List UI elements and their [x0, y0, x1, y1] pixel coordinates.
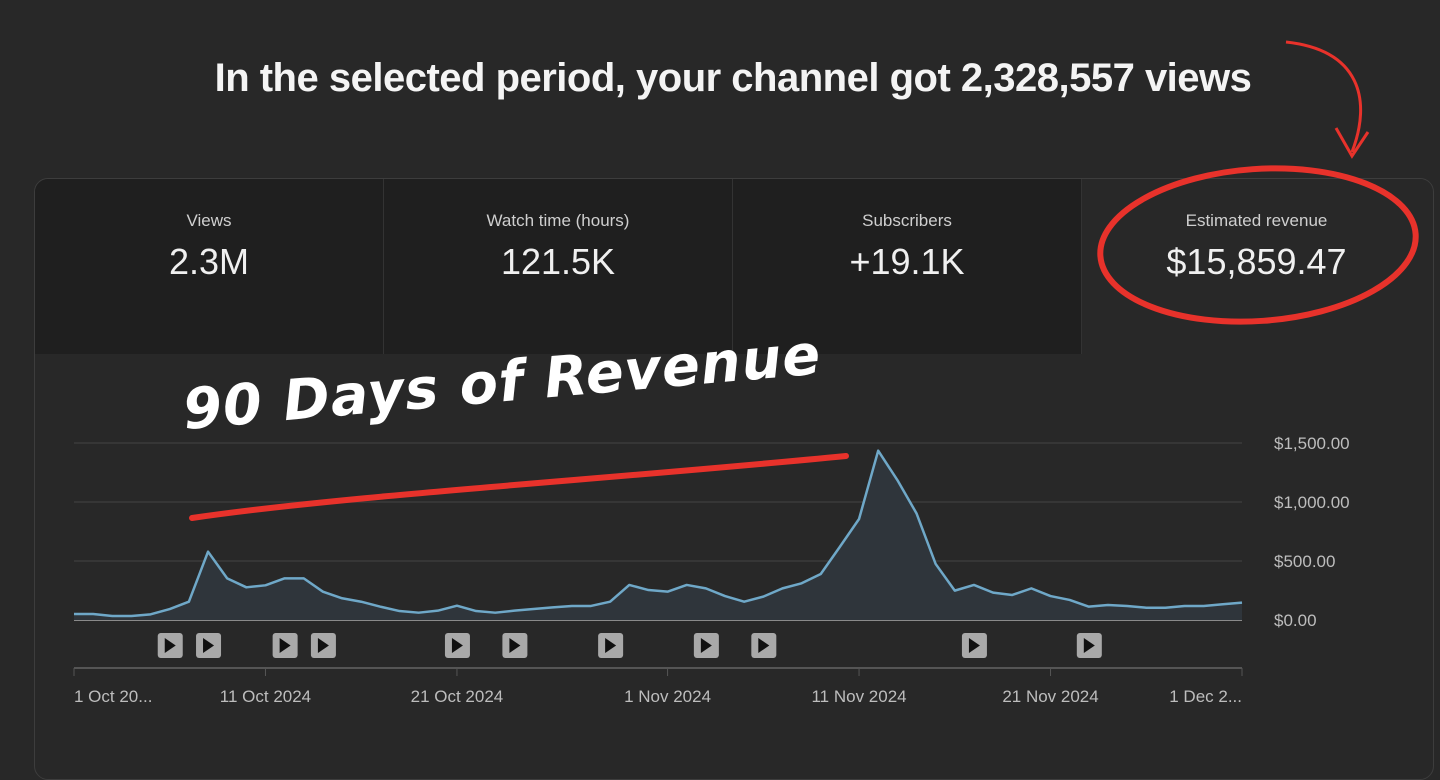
x-tick-label: 21 Oct 2024 — [411, 687, 504, 706]
x-tick-label: 21 Nov 2024 — [1002, 687, 1098, 706]
y-tick-label: $1,000.00 — [1274, 493, 1350, 512]
x-tick-label: 1 Oct 20... — [74, 687, 152, 706]
video-marker[interactable] — [311, 633, 336, 658]
video-marker[interactable] — [751, 633, 776, 658]
video-marker[interactable] — [196, 633, 221, 658]
video-marker[interactable] — [445, 633, 470, 658]
revenue-area — [74, 451, 1242, 620]
x-tick-label: 11 Nov 2024 — [811, 687, 906, 706]
video-marker[interactable] — [1077, 633, 1102, 658]
y-tick-label: $0.00 — [1274, 611, 1317, 630]
video-marker[interactable] — [962, 633, 987, 658]
y-tick-label: $500.00 — [1274, 552, 1335, 571]
video-marker[interactable] — [502, 633, 527, 658]
x-tick-label: 11 Oct 2024 — [220, 687, 311, 706]
video-marker[interactable] — [158, 633, 183, 658]
video-marker[interactable] — [694, 633, 719, 658]
x-tick-label: 1 Dec 2... — [1169, 687, 1242, 706]
video-marker[interactable] — [598, 633, 623, 658]
x-tick-label: 1 Nov 2024 — [624, 687, 711, 706]
y-tick-label: $1,500.00 — [1274, 434, 1350, 453]
video-marker[interactable] — [273, 633, 298, 658]
